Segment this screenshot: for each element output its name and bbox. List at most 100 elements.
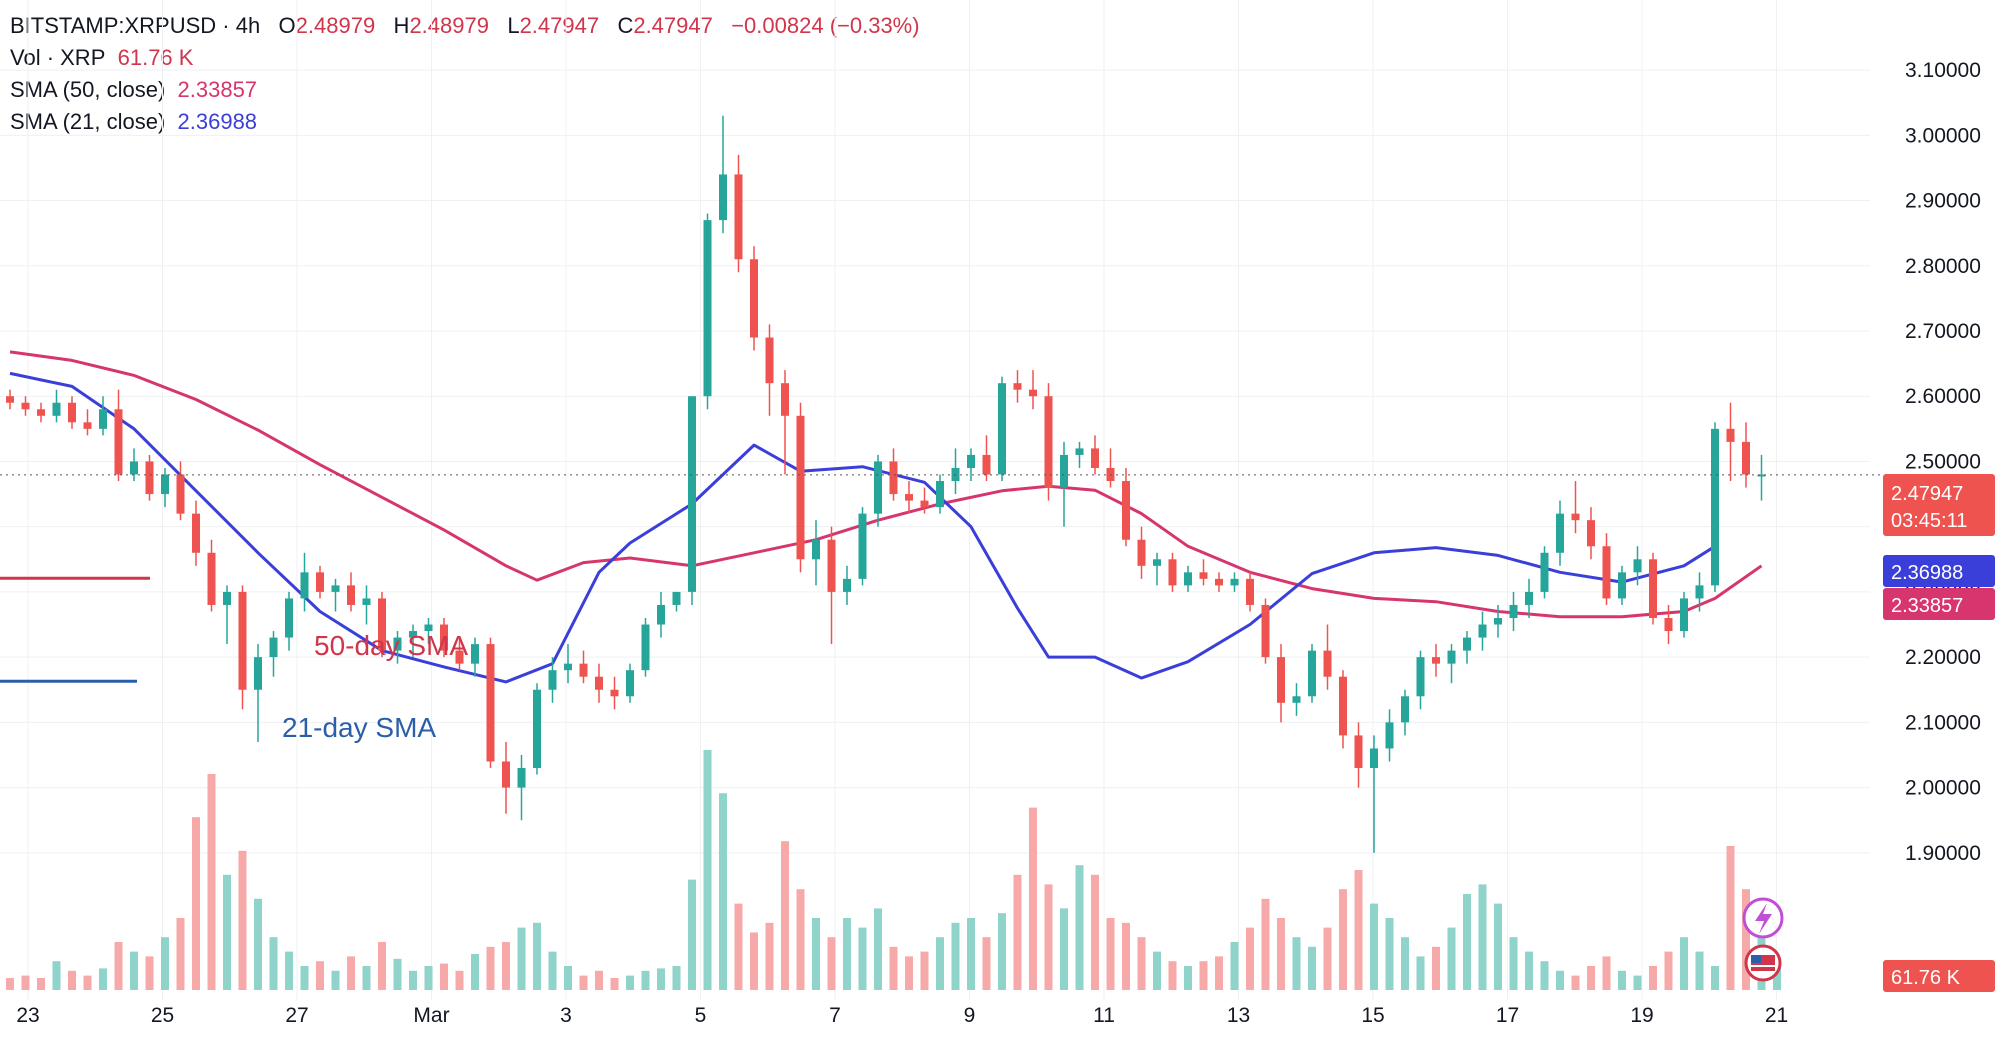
volume-bar (378, 942, 386, 990)
volume-bar (300, 966, 309, 990)
volume-bar (409, 970, 417, 990)
y-tick-label: 2.70000 (1905, 320, 1981, 343)
legend-sma21-row[interactable]: SMA (21, close) 2.36988 (10, 106, 920, 138)
volume-bar (1463, 894, 1471, 990)
annotation-texts: 50-day SMA 21-day SMA (282, 630, 468, 743)
x-tick-label: 9 (964, 1004, 976, 1027)
volume-bar (347, 956, 355, 990)
volume-bar (626, 975, 634, 990)
volume-bar (688, 879, 696, 990)
x-tick-label: 27 (285, 1004, 308, 1027)
x-tick-label: Mar (413, 1004, 449, 1027)
candle-body (99, 409, 107, 429)
volume-bar (37, 978, 45, 990)
volume-bar (1416, 956, 1425, 990)
time-axis[interactable]: 23 25 27 Mar 3 5 7 9 11 13 15 17 19 21 (16, 1004, 1788, 1027)
candle-body (130, 461, 138, 475)
volume-bar (982, 937, 991, 990)
volume-bar (1323, 927, 1332, 990)
open-label: O (278, 13, 296, 38)
candle-body (843, 578, 851, 592)
candle-body (1447, 650, 1456, 664)
volume-bar (1432, 946, 1440, 990)
volume-bar (1385, 918, 1394, 990)
candle-body (1649, 559, 1657, 618)
candle-body (1478, 624, 1487, 638)
candle-body (1029, 389, 1037, 397)
volume-bar (21, 975, 30, 990)
candle-body (936, 481, 944, 508)
y-tick-label: 2.60000 (1905, 385, 1981, 408)
candle-body (269, 637, 278, 658)
volume-bar (1649, 966, 1657, 990)
candle-body (362, 598, 371, 605)
flag-icon[interactable] (1744, 944, 1782, 982)
volume-bar (471, 954, 479, 990)
candle-body (331, 585, 340, 592)
candle-body (657, 604, 665, 625)
volume-bar (502, 942, 510, 990)
volume-bar (1633, 975, 1642, 990)
annotation-lines (0, 576, 150, 683)
candle-body (1742, 441, 1750, 475)
y-tick-label: 1.90000 (1905, 842, 1981, 865)
volume-bar (223, 874, 231, 990)
volume-bar (207, 774, 216, 990)
volume-bar (843, 918, 851, 990)
candle-body (68, 402, 76, 423)
volume-bar (548, 951, 557, 990)
volume-bar (486, 946, 495, 990)
volume-bar (579, 975, 588, 990)
x-tick-label: 17 (1496, 1004, 1519, 1027)
candle-body (1432, 657, 1440, 664)
candle-body (1571, 513, 1580, 521)
candle-body (719, 174, 727, 221)
close-value: 2.47947 (633, 13, 713, 38)
candle-body (502, 761, 510, 788)
volume-bar (1122, 922, 1130, 990)
legend-volume-row[interactable]: Vol · XRP 61.76 K (10, 42, 920, 74)
legend-sma50-row[interactable]: SMA (50, close) 2.33857 (10, 74, 920, 106)
volume-bar (1230, 942, 1239, 990)
candle-body (1013, 383, 1022, 390)
candle-body (21, 402, 30, 410)
spark-icon[interactable] (1742, 897, 1784, 939)
candle-body (378, 598, 386, 651)
candle-body (626, 670, 634, 697)
volume-bar (734, 903, 743, 990)
volume-bar (362, 966, 371, 990)
candle-body (1556, 513, 1564, 553)
last-price-tag (1883, 474, 1995, 536)
y-tick-label: 3.00000 (1905, 124, 1981, 147)
volume-bar (455, 970, 464, 990)
volume-label: Vol · XRP (10, 45, 106, 70)
y-tick-label: 2.10000 (1905, 711, 1981, 734)
sma21-annotation: 21-day SMA (282, 712, 436, 743)
candle-body (564, 663, 572, 671)
volume-tag (1883, 960, 1995, 992)
candle-body (905, 494, 913, 501)
chart-grid (0, 0, 1870, 1000)
x-tick-label: 11 (1093, 1004, 1115, 1027)
candle-body (1308, 650, 1316, 697)
candle-body (192, 513, 200, 553)
candle-body (967, 454, 975, 468)
volume-bar (1478, 884, 1487, 990)
sma21-value: 2.36988 (177, 109, 258, 134)
candle-body (1602, 546, 1611, 599)
candle-body (347, 585, 355, 605)
x-tick-label: 13 (1227, 1004, 1250, 1027)
volume-bar (83, 975, 92, 990)
price-axis[interactable]: 3.10000 3.00000 2.90000 2.80000 2.70000 2.600… (1905, 59, 1981, 865)
candle-body (672, 591, 681, 605)
sma21-tag-value: 2.36988 (1891, 562, 1963, 584)
volume-bar (905, 956, 913, 990)
symbol-label[interactable]: BITSTAMP:XRPUSD · 4h (10, 13, 261, 38)
candle-body (254, 657, 262, 690)
candle-body (889, 461, 898, 495)
sma50-tag-value: 2.33857 (1891, 595, 1963, 617)
sma50-tag (1883, 588, 1995, 620)
volume-bar (703, 750, 712, 990)
sma21-tag (1883, 555, 1995, 587)
